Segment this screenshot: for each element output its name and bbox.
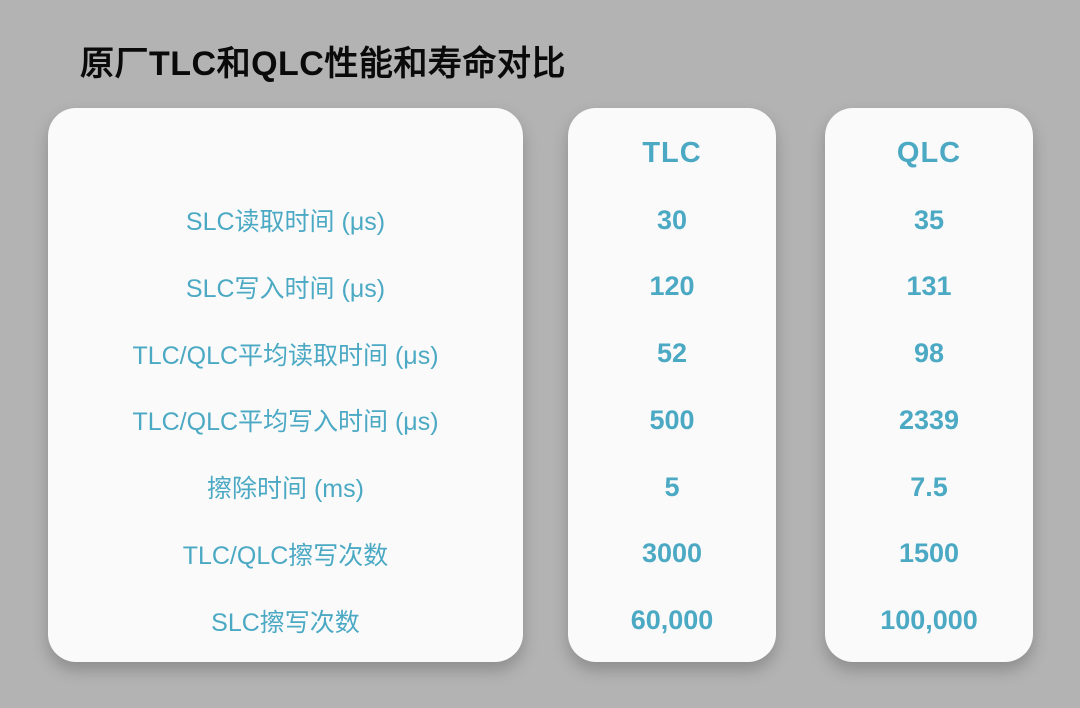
qlc-value-slc-pe-cycles: 100,000 xyxy=(880,605,978,636)
tlc-value-pe-cycles: 3000 xyxy=(641,538,703,569)
column-header-tlc: TLC xyxy=(642,136,702,169)
labels-header-spacer xyxy=(48,120,523,187)
row-label-avg-read: TLC/QLC平均读取时间 (μs) xyxy=(132,341,439,370)
qlc-value-slc-read: 35 xyxy=(913,204,945,235)
column-header-qlc: QLC xyxy=(896,136,962,169)
tlc-value-slc-read: 30 xyxy=(656,204,688,235)
tlc-value-avg-read: 52 xyxy=(656,338,688,369)
row-label-avg-write: TLC/QLC平均写入时间 (μs) xyxy=(132,408,439,437)
row-label-pe-cycles: TLC/QLC擦写次数 xyxy=(182,541,389,570)
qlc-value-avg-read: 98 xyxy=(913,338,945,369)
page-title: 原厂TLC和QLC性能和寿命对比 xyxy=(80,45,566,83)
qlc-value-slc-write: 131 xyxy=(906,271,952,302)
row-label-erase-time: 擦除时间 (ms) xyxy=(207,475,364,504)
row-label-slc-pe-cycles: SLC擦写次数 xyxy=(211,608,360,637)
qlc-value-pe-cycles: 1500 xyxy=(898,538,960,569)
qlc-column-card: QLC 35 131 98 2339 7.5 1500 100,000 xyxy=(825,108,1033,662)
row-label-slc-write: SLC写入时间 (μs) xyxy=(185,274,386,303)
row-label-slc-read: SLC读取时间 (μs) xyxy=(185,208,386,237)
tlc-value-avg-write: 500 xyxy=(649,404,695,435)
qlc-value-avg-write: 2339 xyxy=(898,404,960,435)
qlc-value-erase-time: 7.5 xyxy=(910,471,948,502)
row-labels-card: SLC读取时间 (μs) SLC写入时间 (μs) TLC/QLC平均读取时间 … xyxy=(48,108,523,662)
tlc-value-erase-time: 5 xyxy=(664,471,680,502)
tlc-value-slc-write: 120 xyxy=(649,271,695,302)
tlc-value-slc-pe-cycles: 60,000 xyxy=(630,605,714,636)
tlc-column-card: TLC 30 120 52 500 5 3000 60,000 xyxy=(568,108,776,662)
